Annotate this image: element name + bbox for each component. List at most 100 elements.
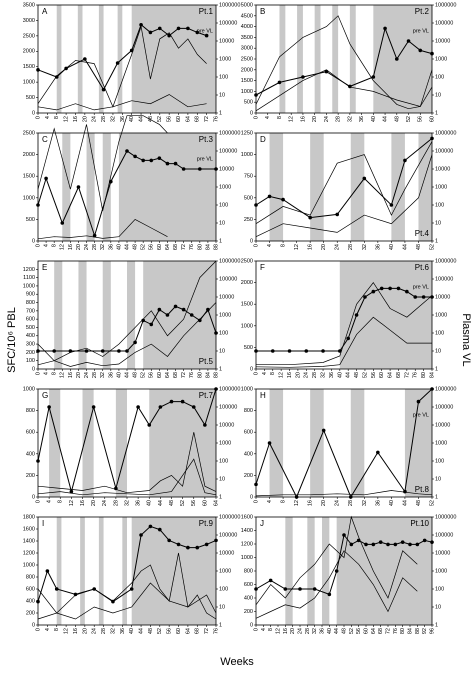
- x-tick-label: 44: [139, 628, 145, 634]
- data-point: [189, 313, 194, 317]
- y2-tick-label: 1: [219, 238, 222, 244]
- y-tick-label: 750: [244, 174, 253, 180]
- x-tick-label: 16: [308, 244, 314, 250]
- y-tick-label: 1800: [23, 514, 35, 520]
- shaded-band: [279, 5, 286, 113]
- y-tick-label: 900: [26, 292, 35, 298]
- x-tick-label: 52: [429, 500, 435, 506]
- y2-tick-label: 1: [435, 494, 438, 500]
- data-point: [346, 336, 350, 341]
- x-tick-label: 56: [149, 244, 155, 250]
- data-line: [37, 432, 217, 494]
- panel-letter: A: [42, 7, 48, 16]
- y2-tick-label: 1000000: [435, 2, 456, 8]
- x-tick-label: 36: [120, 628, 126, 634]
- x-tick-label: 64: [371, 628, 377, 634]
- x-tick-label: 20: [76, 372, 82, 378]
- x-tick-label: 40: [147, 500, 153, 506]
- data-point: [335, 212, 340, 217]
- shaded-band: [98, 5, 104, 113]
- data-point: [283, 587, 288, 591]
- shaded-band: [49, 389, 61, 497]
- y-tick-label: 2000: [23, 152, 35, 158]
- patient-label: Pt.10: [410, 519, 429, 528]
- x-axis-label: Weeks: [220, 656, 254, 668]
- x-tick-label: 60: [363, 628, 369, 634]
- y-tick-label: 1250: [241, 130, 253, 136]
- y-tick-label: 1000: [241, 323, 253, 329]
- y-tick-label: 2500: [241, 56, 253, 62]
- y2-tick-label: 10: [435, 348, 441, 354]
- y-tick-label: 0: [250, 238, 253, 244]
- data-point: [386, 542, 390, 547]
- x-tick-label: 96: [429, 628, 435, 634]
- data-point: [334, 569, 339, 573]
- panel-letter: C: [42, 135, 48, 144]
- x-tick-label: 24: [92, 628, 98, 634]
- y2-tick-label: 10000: [435, 550, 450, 556]
- y-tick-label: 500: [26, 217, 35, 223]
- annotation: pre VL: [413, 284, 429, 290]
- data-point: [173, 161, 178, 166]
- y-tick-label: 500: [244, 195, 253, 201]
- x-tick-label: 28: [312, 372, 318, 378]
- data-point: [52, 349, 56, 353]
- x-tick-label: 4: [267, 500, 273, 503]
- x-tick-label: 40: [129, 116, 135, 122]
- y-tick-label: 800: [244, 408, 253, 414]
- data-line: [37, 552, 217, 620]
- y2-tick-label: 100: [219, 586, 228, 592]
- x-tick-label: 52: [141, 372, 147, 378]
- data-point: [148, 524, 153, 529]
- shaded-band: [418, 133, 432, 241]
- panel-letter: F: [260, 263, 265, 272]
- y-tick-label: 1000: [241, 555, 253, 561]
- y-tick-label: 1000: [241, 89, 253, 95]
- panel: 0200400600800100011010010001000010000010…: [241, 386, 457, 506]
- x-tick-label: 32: [100, 244, 106, 250]
- shaded-band: [118, 133, 216, 241]
- patient-label: Pt.4: [415, 229, 430, 238]
- x-tick-label: 28: [305, 628, 311, 634]
- y2-tick-label: 1000: [219, 312, 231, 318]
- data-point: [204, 33, 209, 38]
- y2-tick-label: 10000: [219, 550, 234, 556]
- y-tick-label: 250: [244, 217, 253, 223]
- x-tick-label: 24: [84, 372, 90, 378]
- data-point: [430, 387, 434, 391]
- x-tick-label: 44: [124, 372, 130, 378]
- y-tick-label: 1400: [241, 528, 253, 534]
- y2-tick-label: 1000000: [219, 258, 240, 264]
- x-tick-label: 8: [54, 628, 60, 631]
- data-point: [149, 158, 154, 163]
- x-tick-label: 64: [165, 244, 171, 250]
- y2-axis-label: Plasma VL: [460, 313, 472, 366]
- x-tick-label: 68: [396, 372, 402, 378]
- data-point: [157, 26, 162, 31]
- x-tick-label: 40: [327, 628, 333, 634]
- panel-letter: I: [42, 519, 44, 528]
- data-point: [91, 405, 96, 409]
- data-point: [92, 233, 97, 238]
- x-tick-label: 52: [141, 244, 147, 250]
- y-tick-label: 500: [26, 325, 35, 331]
- y2-tick-label: 10: [219, 604, 225, 610]
- data-line: [37, 458, 217, 496]
- y2-tick-label: 100: [435, 330, 444, 336]
- x-tick-label: 20: [76, 244, 82, 250]
- data-point: [165, 313, 170, 317]
- data-point: [204, 542, 209, 547]
- x-tick-label: 24: [335, 244, 341, 250]
- x-tick-label: 32: [100, 372, 106, 378]
- x-tick-label: 44: [124, 244, 130, 250]
- x-tick-label: 4: [262, 372, 268, 375]
- data-point: [321, 428, 326, 433]
- shaded-band: [86, 133, 95, 241]
- y2-tick-label: 1: [219, 494, 222, 500]
- data-point: [389, 203, 394, 207]
- data-point: [403, 158, 407, 163]
- x-tick-label: 52: [157, 116, 163, 122]
- data-point: [388, 286, 392, 291]
- data-point: [364, 542, 368, 547]
- x-tick-label: 84: [407, 628, 413, 634]
